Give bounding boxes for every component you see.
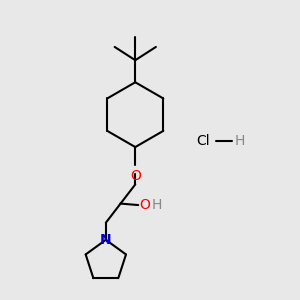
- Text: O: O: [130, 169, 141, 182]
- Text: H: H: [152, 198, 162, 212]
- Text: Cl: Cl: [197, 134, 210, 148]
- Text: N: N: [100, 233, 112, 247]
- Text: O: O: [140, 198, 150, 212]
- Text: H: H: [235, 134, 245, 148]
